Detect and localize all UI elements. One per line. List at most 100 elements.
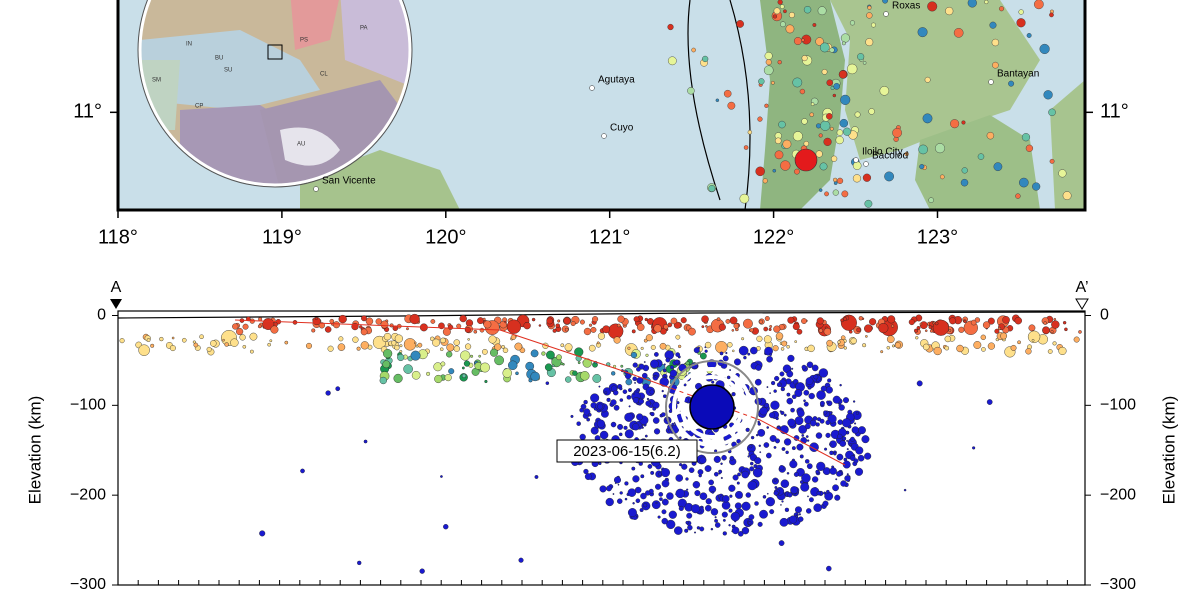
event-marker [1000, 332, 1008, 340]
event-marker [484, 379, 488, 384]
event-marker [820, 385, 827, 392]
event-marker [961, 167, 968, 174]
event-marker [597, 332, 606, 340]
event-marker [866, 12, 873, 19]
event-marker [801, 364, 807, 370]
event-marker [383, 348, 393, 359]
event-marker [1039, 43, 1050, 55]
event-marker [741, 470, 750, 479]
event-marker [818, 368, 829, 378]
event-marker [242, 345, 247, 349]
event-marker [759, 451, 762, 454]
event-marker [620, 364, 624, 368]
place-label: San Vicente [322, 176, 376, 187]
event-marker [892, 127, 902, 138]
profile-end-label: A’ [1075, 279, 1088, 296]
event-marker [749, 461, 754, 466]
event-marker [626, 395, 632, 400]
event-marker [804, 423, 811, 430]
event-marker [666, 519, 676, 530]
event-marker [394, 345, 400, 351]
event-marker [710, 527, 714, 531]
event-marker [443, 524, 449, 530]
event-marker [779, 465, 785, 471]
event-marker [232, 323, 239, 330]
event-marker [848, 330, 853, 334]
event-marker [764, 316, 770, 321]
event-marker [721, 454, 727, 461]
event-marker [460, 350, 471, 361]
event-marker [222, 338, 225, 342]
event-marker [714, 518, 719, 523]
event-marker [769, 392, 771, 394]
event-marker [719, 351, 724, 356]
event-marker [836, 177, 844, 184]
event-marker [754, 378, 762, 386]
event-marker [838, 70, 848, 79]
event-marker [862, 61, 867, 65]
event-marker [796, 514, 799, 517]
event-marker [722, 355, 729, 362]
event-marker [552, 328, 557, 333]
event-marker [816, 461, 826, 471]
y-tick-label: −100 [1100, 397, 1136, 414]
event-marker [857, 53, 865, 61]
event-marker [725, 318, 731, 324]
event-marker [785, 24, 795, 34]
event-marker [840, 318, 844, 323]
magnitude-ring [672, 367, 752, 447]
x-tick-label: 122° [753, 226, 794, 248]
event-marker [572, 370, 578, 376]
y-tick-label: 11° [73, 101, 102, 123]
event-marker [762, 495, 767, 499]
event-marker [678, 463, 683, 467]
event-marker [839, 383, 842, 387]
event-marker [807, 344, 815, 353]
event-marker [811, 476, 819, 483]
event-marker [670, 317, 678, 325]
event-marker [837, 433, 843, 440]
event-marker [723, 89, 732, 98]
event-marker [849, 443, 853, 447]
event-marker [891, 324, 895, 328]
event-marker [645, 353, 649, 357]
event-marker [199, 334, 204, 339]
event-marker [704, 346, 707, 349]
y-tick-label: −300 [70, 576, 106, 593]
event-marker [786, 370, 794, 378]
event-marker [530, 349, 539, 358]
event-marker [878, 322, 889, 334]
x-tick-label: 118° [98, 226, 138, 248]
event-marker [1019, 177, 1029, 188]
event-marker [824, 447, 828, 451]
event-marker [862, 173, 872, 182]
inset-label: AU [297, 142, 305, 148]
inset-label: BU [215, 56, 223, 62]
event-marker [755, 166, 765, 177]
event-marker [758, 444, 761, 447]
event-marker [815, 37, 824, 46]
event-marker [747, 352, 751, 356]
event-marker [1062, 191, 1072, 201]
event-marker [360, 341, 369, 350]
event-marker [675, 474, 684, 482]
event-marker [230, 338, 239, 347]
event-marker [680, 317, 687, 324]
event-marker [577, 361, 581, 365]
event-marker [800, 482, 810, 492]
event-marker [758, 78, 765, 85]
event-marker [980, 334, 986, 341]
event-marker [632, 475, 640, 483]
event-marker [803, 389, 810, 396]
event-marker [721, 501, 731, 510]
event-marker [749, 466, 755, 472]
event-marker [917, 27, 928, 38]
event-marker [769, 325, 773, 328]
place-label: Bantayan [997, 69, 1039, 80]
event-marker [793, 37, 802, 45]
event-marker [762, 178, 768, 184]
event-marker [555, 323, 560, 328]
event-marker [934, 321, 939, 326]
event-marker [1062, 320, 1067, 325]
place-marker [853, 157, 859, 163]
